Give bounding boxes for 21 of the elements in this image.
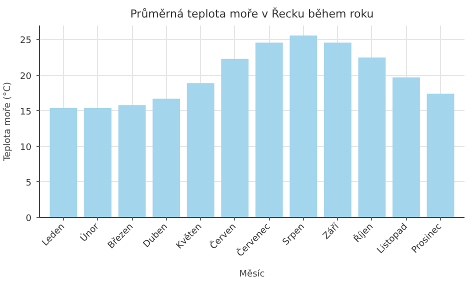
y-tick-label: 20 bbox=[20, 72, 32, 82]
chart-title: Průměrná teplota moře v Řecku během roku bbox=[130, 6, 374, 20]
bar bbox=[118, 105, 146, 218]
bar bbox=[290, 35, 318, 218]
y-axis-title: Teplota moře (°C) bbox=[2, 82, 14, 162]
y-tick-label: 0 bbox=[26, 214, 32, 224]
y-tick-label: 25 bbox=[20, 36, 32, 46]
bar bbox=[50, 108, 78, 218]
bar bbox=[84, 108, 112, 218]
y-tick-label: 15 bbox=[20, 107, 32, 118]
bar bbox=[358, 58, 386, 218]
x-axis-title: Měsíc bbox=[239, 268, 265, 280]
bar bbox=[426, 94, 454, 218]
bar bbox=[324, 42, 352, 218]
bar bbox=[186, 83, 214, 218]
bar bbox=[392, 77, 420, 218]
y-tick-label: 5 bbox=[26, 178, 32, 188]
bar bbox=[255, 42, 283, 218]
bar bbox=[152, 98, 180, 218]
bar bbox=[221, 58, 249, 218]
y-tick-label: 10 bbox=[20, 142, 32, 153]
